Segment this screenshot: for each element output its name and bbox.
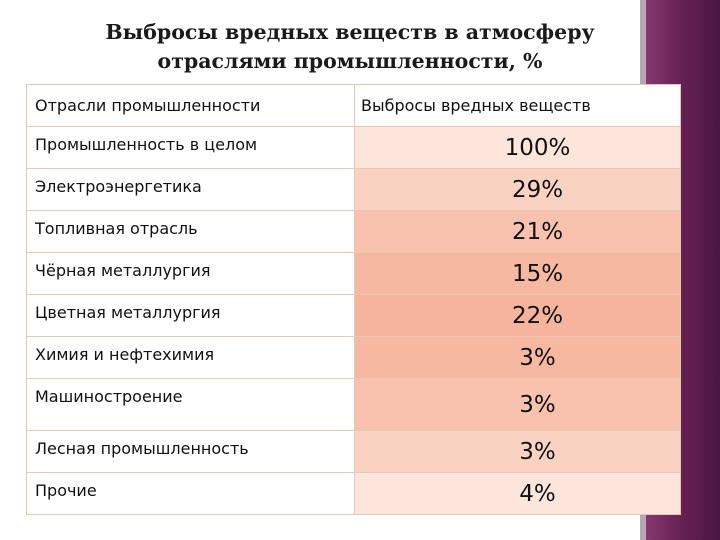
table-row: Цветная металлургия 22%: [26, 294, 681, 337]
table-row: Машиностроение 3%: [26, 378, 681, 431]
header-industries: Отрасли промышленности: [26, 84, 355, 127]
industry-cell: Чёрная металлургия: [26, 252, 355, 295]
emission-value-cell: 29%: [354, 168, 681, 211]
emission-value-cell: 15%: [354, 252, 681, 295]
title-line-1: Выбросы вредных веществ в атмосферу: [105, 20, 595, 44]
emission-value-cell: 22%: [354, 294, 681, 337]
industry-cell: Электроэнергетика: [26, 168, 355, 211]
table-row: Промышленность в целом 100%: [26, 126, 681, 169]
industry-cell: Прочие: [26, 472, 355, 515]
table-row: Электроэнергетика 29%: [26, 168, 681, 211]
industry-cell: Химия и нефтехимия: [26, 336, 355, 379]
industry-cell: Лесная промышленность: [26, 430, 355, 473]
industry-cell: Машиностроение: [26, 378, 355, 431]
table-body: Промышленность в целом 100% Электроэнергет…: [26, 126, 681, 515]
emission-value-cell: 21%: [354, 210, 681, 253]
emissions-table: Отрасли промышленности Выбросы вредных в…: [26, 84, 681, 515]
header-emissions: Выбросы вредных веществ: [354, 84, 681, 127]
industry-cell: Цветная металлургия: [26, 294, 355, 337]
table-row: Лесная промышленность 3%: [26, 430, 681, 473]
table-row: Чёрная металлургия 15%: [26, 252, 681, 295]
emission-value-cell: 3%: [354, 336, 681, 379]
emission-value-cell: 100%: [354, 126, 681, 169]
emission-value-cell: 3%: [354, 430, 681, 473]
emission-value-cell: 4%: [354, 472, 681, 515]
table-row: Топливная отрасль 21%: [26, 210, 681, 253]
industry-cell: Промышленность в целом: [26, 126, 355, 169]
table-header-row: Отрасли промышленности Выбросы вредных в…: [26, 84, 681, 127]
table-row: Прочие 4%: [26, 472, 681, 515]
title-line-2: отраслями промышленности, %: [157, 49, 543, 73]
emission-value-cell: 3%: [354, 378, 681, 431]
table-row: Химия и нефтехимия 3%: [26, 336, 681, 379]
page-title: Выбросы вредных веществ в атмосферу отра…: [60, 18, 640, 76]
industry-cell: Топливная отрасль: [26, 210, 355, 253]
